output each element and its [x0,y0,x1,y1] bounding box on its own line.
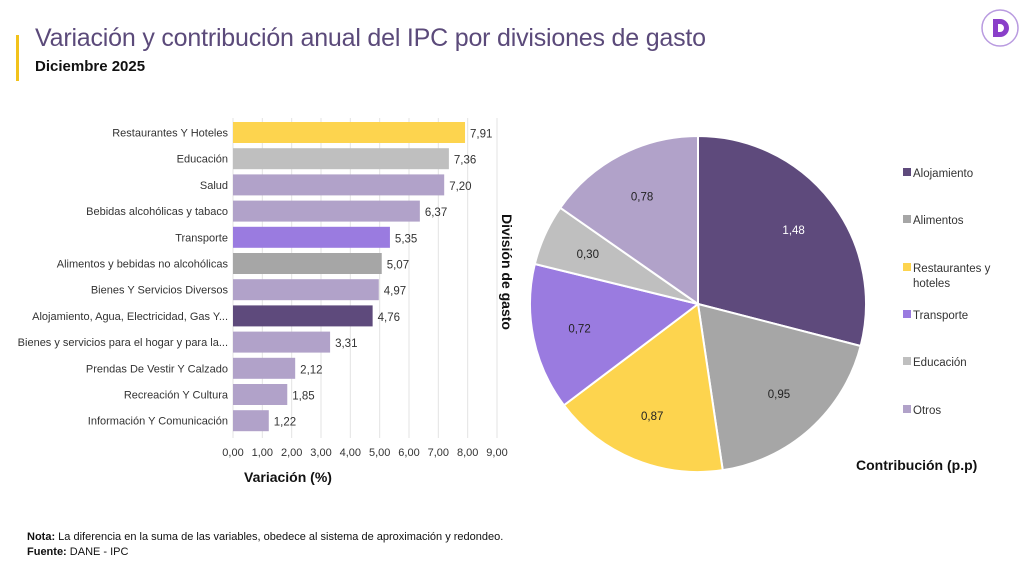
x-tick-label: 2,00 [281,447,302,459]
category-label: Información Y Comunicación [88,416,228,428]
bar [233,174,445,196]
x-tick-label: 9,00 [486,447,507,459]
legend-label: Transporte [913,310,968,322]
category-label: Restaurantes Y Hoteles [112,128,228,140]
x-tick-label: 8,00 [457,447,478,459]
legend-label: Educación [913,357,967,369]
category-label: Recreación Y Cultura [124,390,229,402]
slice-label: 0,87 [641,411,663,423]
page-subtitle: Diciembre 2025 [35,58,146,75]
x-tick-label: 0,00 [222,447,243,459]
x-tick-label: 3,00 [310,447,331,459]
bar [233,122,466,143]
x-tick-label: 1,00 [252,447,273,459]
bar [233,226,390,248]
bar [233,279,379,301]
footer-source: Fuente: DANE - IPC [27,546,128,558]
legend-label: Restaurantes y hoteles [913,263,991,290]
data-label: 5,07 [387,260,409,272]
legend-swatch [903,357,911,365]
legend-label-line: Restaurantes y [913,263,991,275]
pie-slice [558,134,699,306]
bar-chart: 0,00 1,00 2,00 3,00 4,00 5,00 6,00 7,00 8,00 9,00… [18,118,515,485]
category-label: Alimentos y bebidas no alcohólicas [57,259,229,271]
fuente-label: Fuente: [27,546,67,558]
legend-swatch [903,263,911,271]
category-label: Bienes y servicios para el hogar y para … [18,337,228,349]
bar [233,253,382,274]
pie-slice [696,302,862,472]
bar [233,384,288,405]
x-tick-label: 4,00 [340,447,361,459]
bar [233,200,420,222]
footer-note: Nota: La diferencia en la suma de las va… [27,531,503,543]
legend-label-line: hoteles [913,278,950,290]
bar [233,410,269,432]
data-label: 7,91 [470,129,492,141]
nota-text: La diferencia en la suma de las variable… [55,531,504,543]
legend-swatch [903,215,911,223]
pie-slice [562,302,724,473]
slice-label: 0,30 [577,249,599,261]
slice-label: 0,72 [568,323,590,335]
pie-chart: 1,48 0,95 0,87 0,72 0,30 0,78 Alojamiento Alime… [529,134,991,473]
bar [233,148,449,170]
page-title: Variación y contribución anual del IPC p… [35,24,706,52]
legend-swatch [903,168,911,176]
x-tick-label: 7,00 [428,447,449,459]
logo-icon [981,9,1019,47]
data-label: 4,97 [384,286,406,298]
data-label: 1,85 [292,391,314,403]
slice-label: 1,48 [782,225,804,237]
legend-swatch [903,310,911,318]
title-accent-bar [16,35,19,81]
pie-slice [529,262,701,407]
data-label: 2,12 [300,364,322,376]
bar [233,305,373,327]
legend-label: Otros [913,405,941,417]
legend-label: Alimentos [913,215,964,227]
bar [233,357,296,379]
legend-label: Alojamiento [913,168,973,180]
y-axis-title: División de gasto [499,214,515,330]
slice-label: 0,78 [631,192,653,204]
data-label: 4,76 [378,312,400,324]
category-label: Transporte [175,232,228,244]
data-label: 1,22 [274,417,296,429]
category-label: Alojamiento, Agua, Electricidad, Gas Y..… [32,311,228,323]
data-label: 3,31 [335,338,357,350]
nota-label: Nota: [27,531,56,543]
category-label: Bienes Y Servicios Diversos [91,285,229,297]
category-label: Salud [200,180,228,192]
category-label: Prendas De Vestir Y Calzado [86,363,228,375]
pie-slice [697,134,867,348]
data-label: 6,37 [425,207,447,219]
x-tick-label: 5,00 [369,447,390,459]
x-axis-title: Variación (%) [244,469,332,485]
data-label: 7,20 [449,181,471,193]
slice-label: 0,95 [768,389,790,401]
category-label: Educación [177,154,228,166]
data-label: 7,36 [454,155,476,167]
fuente-text: DANE - IPC [66,546,129,558]
x-tick-label: 6,00 [398,447,419,459]
pie-title: Contribución (p.p) [856,457,977,473]
category-label: Bebidas alcohólicas y tabaco [86,206,228,218]
legend-swatch [903,405,911,413]
bar [233,331,331,353]
data-label: 5,35 [395,233,417,245]
